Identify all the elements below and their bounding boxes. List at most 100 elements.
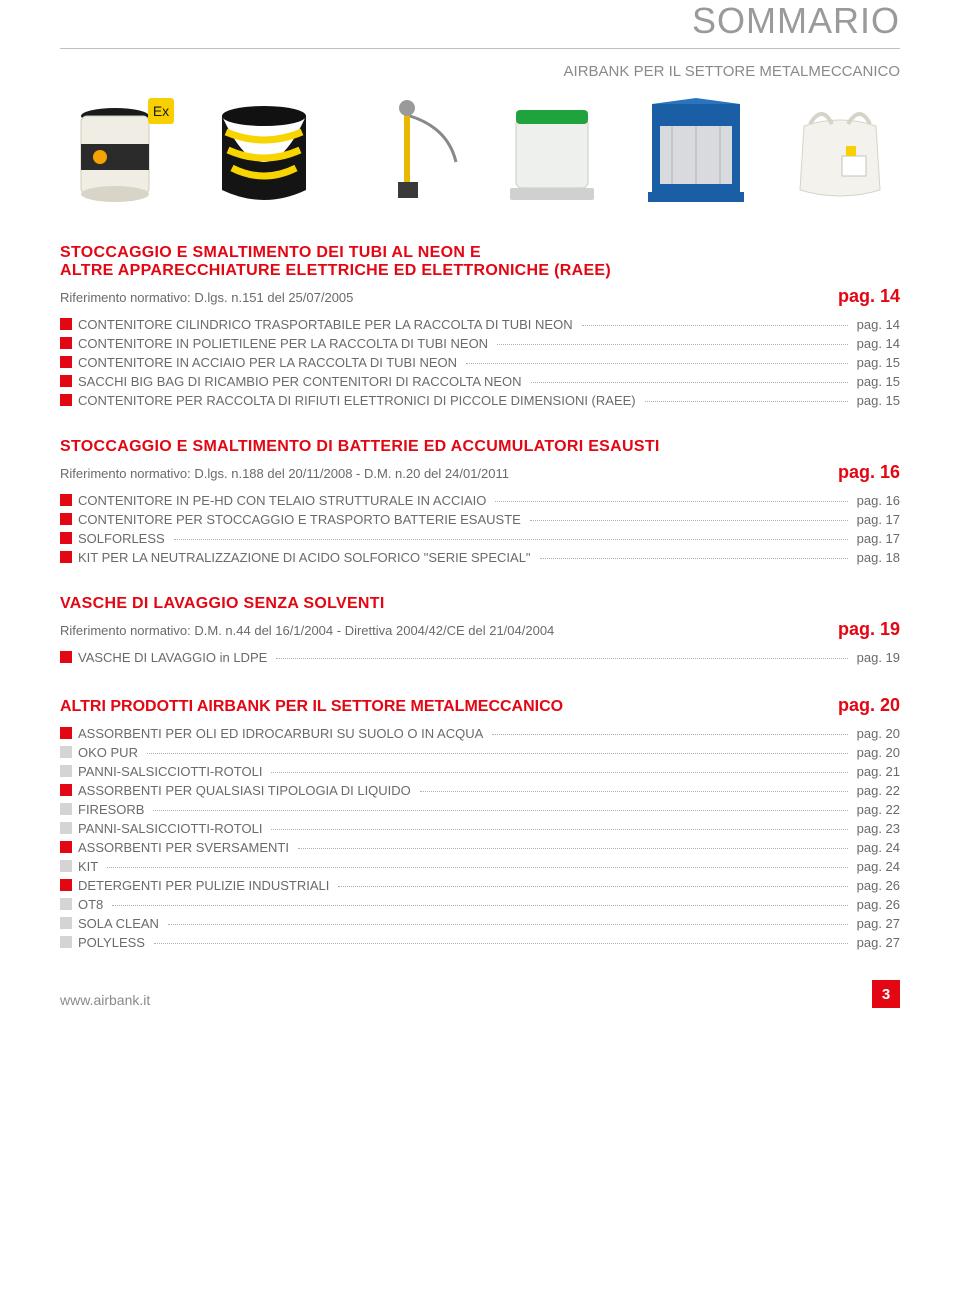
toc-item-label: OT8	[78, 897, 103, 912]
band-title: ALTRI PRODOTTI AIRBANK PER IL SETTORE ME…	[60, 698, 563, 716]
leader-dots	[338, 886, 847, 887]
toc-item-page: pag. 16	[857, 493, 900, 508]
toc-item[interactable]: CONTENITORE PER RACCOLTA DI RIFIUTI ELET…	[60, 393, 900, 408]
section-ref: Riferimento normativo: D.lgs. n.151 del …	[60, 290, 353, 305]
bullet-red-icon	[60, 727, 72, 739]
toc-item-page: pag. 14	[857, 317, 900, 332]
product-drum-heater: Ex	[60, 98, 180, 208]
toc-item-page: pag. 27	[857, 935, 900, 950]
leader-dots	[645, 401, 848, 402]
toc-item[interactable]: CONTENITORE PER STOCCAGGIO E TRASPORTO B…	[60, 512, 900, 527]
toc-item-page: pag. 22	[857, 783, 900, 798]
toc-item[interactable]: CONTENITORE IN ACCIAIO PER LA RACCOLTA D…	[60, 355, 900, 370]
bullet-grey-icon	[60, 803, 72, 815]
toc-item[interactable]: KIT PER LA NEUTRALIZZAZIONE DI ACIDO SOL…	[60, 550, 900, 565]
bullet-grey-icon	[60, 765, 72, 777]
section-title-line2: ALTRE APPARECCHIATURE ELETTRICHE ED ELET…	[60, 262, 900, 280]
leader-dots	[276, 658, 847, 659]
toc-item[interactable]: ASSORBENTI PER QUALSIASI TIPOLOGIA DI LI…	[60, 783, 900, 798]
page-number: 3	[882, 986, 890, 1003]
bullet-grey-icon	[60, 746, 72, 758]
band-section: ALTRI PRODOTTI AIRBANK PER IL SETTORE ME…	[60, 695, 900, 950]
toc-item-page: pag. 24	[857, 840, 900, 855]
toc-item-label: POLYLESS	[78, 935, 145, 950]
toc-item[interactable]: PANNI-SALSICCIOTTI-ROTOLI pag. 23	[60, 821, 900, 836]
toc-item[interactable]: CONTENITORE CILINDRICO TRASPORTABILE PER…	[60, 317, 900, 332]
bullet-red-icon	[60, 356, 72, 368]
toc-item-label: KIT	[78, 859, 98, 874]
section-page: pag. 19	[838, 619, 900, 640]
toc-item-label: ASSORBENTI PER QUALSIASI TIPOLOGIA DI LI…	[78, 783, 411, 798]
bullet-red-icon	[60, 651, 72, 663]
toc-item[interactable]: SOLA CLEANpag. 27	[60, 916, 900, 931]
rule	[60, 48, 900, 49]
toc-item[interactable]: OKO PUR pag. 20	[60, 745, 900, 760]
section-title: STOCCAGGIO E SMALTIMENTO DI BATTERIE ED …	[60, 438, 900, 456]
toc-item-page: pag. 23	[857, 821, 900, 836]
leader-dots	[271, 829, 847, 830]
footer: www.airbank.it 3	[60, 980, 900, 1008]
toc-item[interactable]: FIRESORB pag. 22	[60, 802, 900, 817]
section-title: STOCCAGGIO E SMALTIMENTO DEI TUBI AL NEO…	[60, 244, 900, 262]
toc-item-page: pag. 19	[857, 650, 900, 665]
bullet-red-icon	[60, 551, 72, 563]
toc-item[interactable]: CONTENITORE IN PE-HD CON TELAIO STRUTTUR…	[60, 493, 900, 508]
toc-item-page: pag. 15	[857, 393, 900, 408]
toc-item[interactable]: PANNI-SALSICCIOTTI-ROTOLIpag. 21	[60, 764, 900, 779]
page-subtitle: AIRBANK PER IL SETTORE METALMECCANICO	[60, 63, 900, 80]
toc-item[interactable]: SOLFORLESSpag. 17	[60, 531, 900, 546]
product-pe-container	[492, 98, 612, 208]
leader-dots	[495, 501, 847, 502]
toc-item[interactable]: KITpag. 24	[60, 859, 900, 874]
page: SOMMARIO AIRBANK PER IL SETTORE METALMEC…	[0, 0, 960, 1028]
bullet-red-icon	[60, 494, 72, 506]
toc-item[interactable]: POLYLESS pag. 27	[60, 935, 900, 950]
section-ref: Riferimento normativo: D.M. n.44 del 16/…	[60, 623, 554, 638]
product-big-bag	[780, 98, 900, 208]
toc-item-label: FIRESORB	[78, 802, 144, 817]
bullet-grey-icon	[60, 860, 72, 872]
toc-item-label: PANNI-SALSICCIOTTI-ROTOLI	[78, 764, 262, 779]
leader-dots	[492, 734, 847, 735]
toc-item-label: OKO PUR	[78, 745, 138, 760]
leader-dots	[168, 924, 848, 925]
leader-dots	[147, 753, 848, 754]
toc-item-label: CONTENITORE PER STOCCAGGIO E TRASPORTO B…	[78, 512, 521, 527]
toc-item-label: PANNI-SALSICCIOTTI-ROTOLI	[78, 821, 262, 836]
toc-item-label: KIT PER LA NEUTRALIZZAZIONE DI ACIDO SOL…	[78, 550, 531, 565]
toc-item-page: pag. 15	[857, 374, 900, 389]
toc-item-page: pag. 17	[857, 531, 900, 546]
toc-item-label: CONTENITORE CILINDRICO TRASPORTABILE PER…	[78, 317, 573, 332]
leader-dots	[112, 905, 847, 906]
leader-dots	[582, 325, 848, 326]
toc-item[interactable]: OT8pag. 26	[60, 897, 900, 912]
bullet-grey-icon	[60, 917, 72, 929]
leader-dots	[154, 943, 848, 944]
product-hand-pump	[348, 98, 468, 208]
toc-item[interactable]: CONTENITORE IN POLIETILENE PER LA RACCOL…	[60, 336, 900, 351]
svg-text:Ex: Ex	[153, 103, 169, 119]
toc-item-label: VASCHE DI LAVAGGIO in LDPE	[78, 650, 267, 665]
bullet-red-icon	[60, 513, 72, 525]
toc-item-page: pag. 15	[857, 355, 900, 370]
toc-item-label: CONTENITORE IN POLIETILENE PER LA RACCOL…	[78, 336, 488, 351]
footer-url[interactable]: www.airbank.it	[60, 992, 150, 1008]
toc-item-page: pag. 20	[857, 745, 900, 760]
leader-dots	[298, 848, 848, 849]
toc-item[interactable]: ASSORBENTI PER SVERSAMENTIpag. 24	[60, 840, 900, 855]
bullet-red-icon	[60, 337, 72, 349]
toc-item-label: DETERGENTI PER PULIZIE INDUSTRIALI	[78, 878, 329, 893]
toc-item-page: pag. 27	[857, 916, 900, 931]
toc-item-page: pag. 14	[857, 336, 900, 351]
toc-item-page: pag. 22	[857, 802, 900, 817]
toc-item[interactable]: VASCHE DI LAVAGGIO in LDPE pag. 19	[60, 650, 900, 665]
band-items: ASSORBENTI PER OLI ED IDROCARBURI SU SUO…	[60, 726, 900, 950]
bullet-red-icon	[60, 879, 72, 891]
toc-item[interactable]: ASSORBENTI PER OLI ED IDROCARBURI SU SUO…	[60, 726, 900, 741]
toc-item[interactable]: SACCHI BIG BAG DI RICAMBIO PER CONTENITO…	[60, 374, 900, 389]
leader-dots	[497, 344, 848, 345]
toc-section: STOCCAGGIO E SMALTIMENTO DEI TUBI AL NEO…	[60, 244, 900, 408]
toc-item-label: ASSORBENTI PER OLI ED IDROCARBURI SU SUO…	[78, 726, 483, 741]
toc-item[interactable]: DETERGENTI PER PULIZIE INDUSTRIALIpag. 2…	[60, 878, 900, 893]
toc-item-page: pag. 17	[857, 512, 900, 527]
